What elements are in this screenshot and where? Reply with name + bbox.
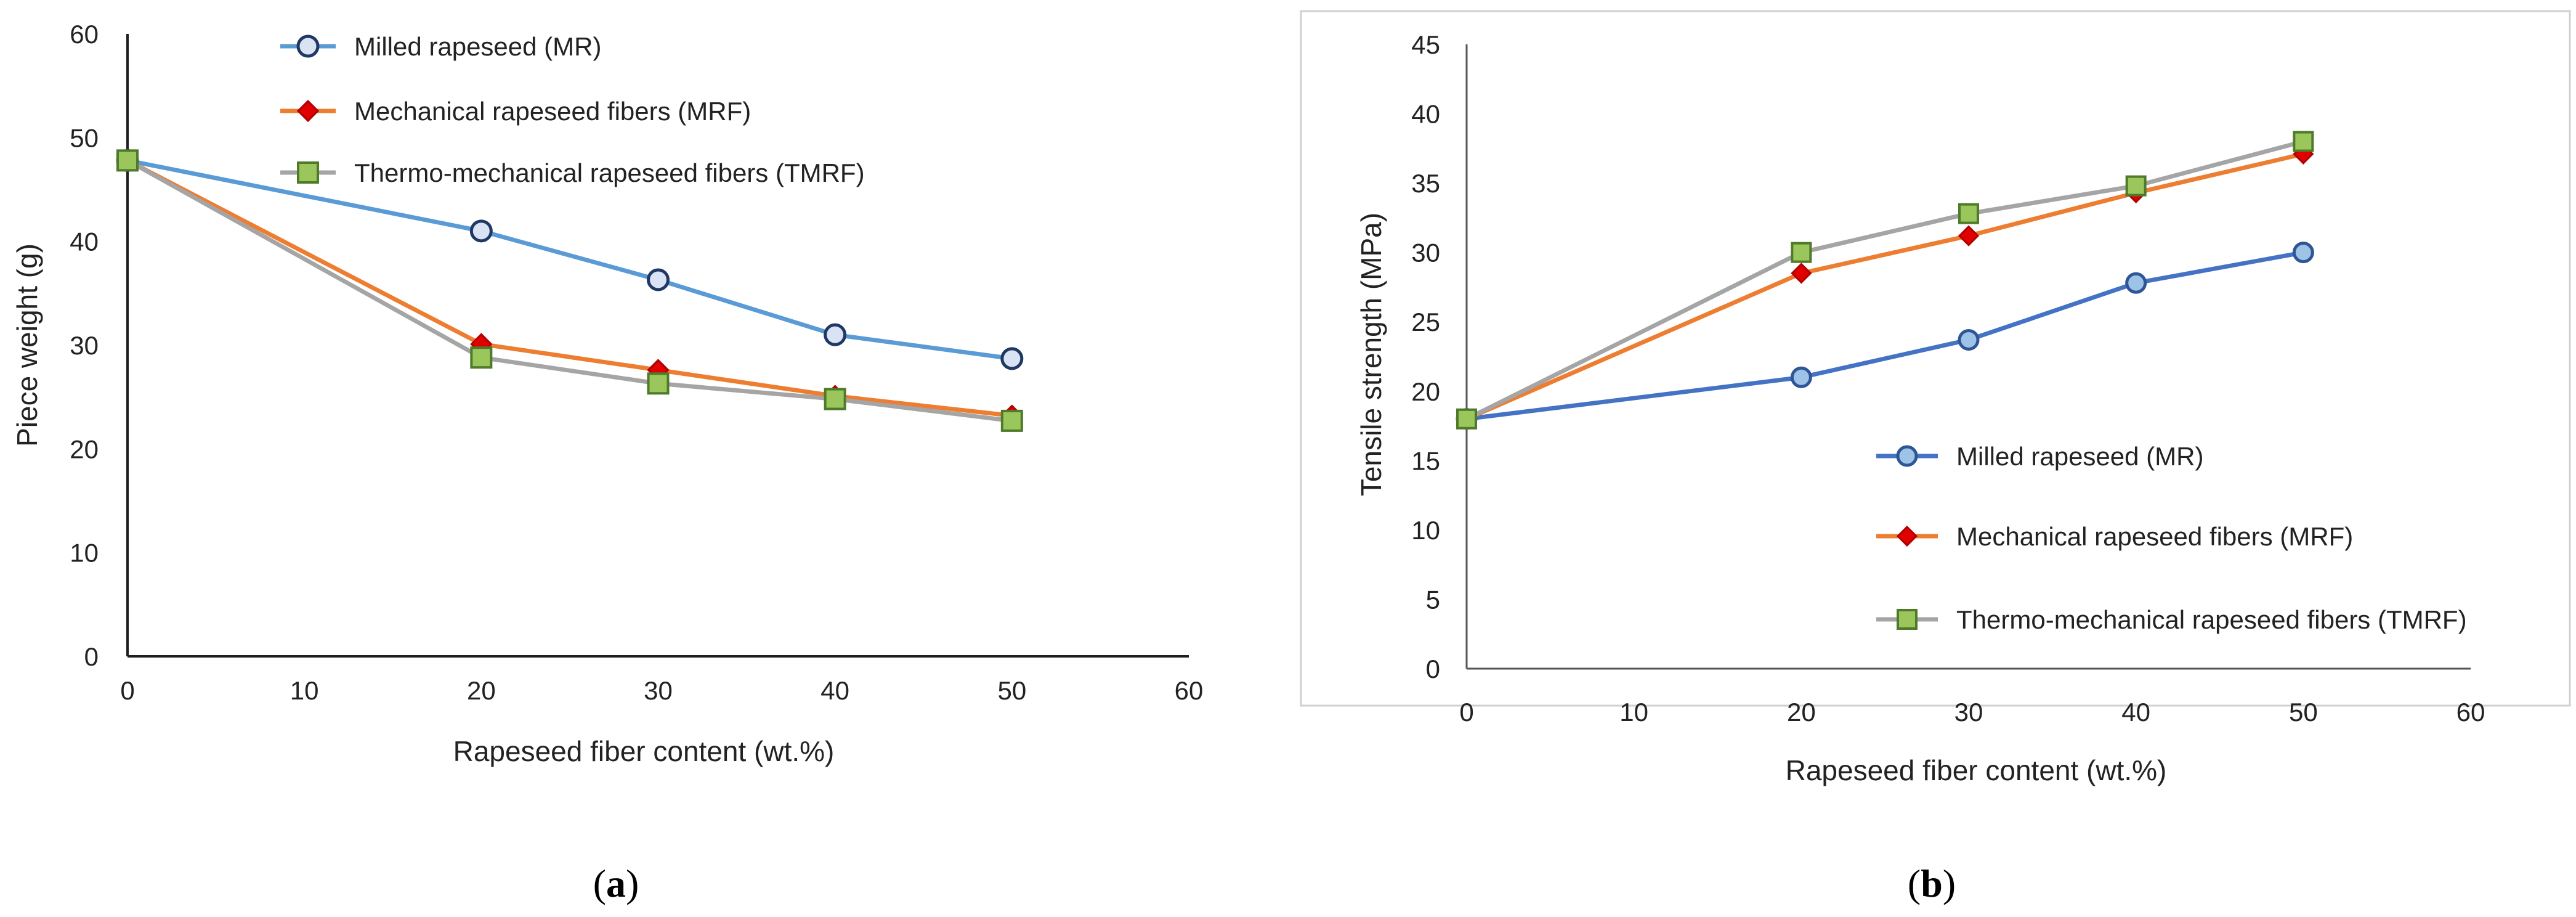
chart-a-y-tick-label: 50 — [70, 123, 99, 152]
chart-b-x-tick-label: 60 — [2457, 698, 2485, 727]
chart-b-x-tick-label: 20 — [1787, 698, 1816, 727]
chart-b-legend-marker-3 — [1897, 609, 1918, 630]
chart-b-svg: 0 10 20 30 40 50 60 0 5 10 15 20 25 30 35 40 45 Milled r… — [1300, 10, 2571, 905]
chart-b-x-tick-label: 10 — [1619, 698, 1648, 727]
chart-a-legend-label-3: Thermo-mechanical rapeseed fibers (TMRF) — [354, 158, 865, 187]
chart-b-legend: Milled rapeseed (MR) Mechanical rapeseed … — [1876, 442, 2467, 634]
chart-b-legend-label-3: Thermo-mechanical rapeseed fibers (TMRF) — [1956, 605, 2467, 634]
chart-a-x-tick-label: 30 — [644, 676, 673, 705]
chart-a-data-point — [470, 346, 493, 369]
chart-a-y-tick-label: 0 — [84, 642, 99, 671]
chart-a-markers — [116, 149, 1024, 432]
chart-b-frame — [1300, 10, 2571, 707]
chart-a-x-tick-label: 20 — [467, 676, 496, 705]
chart-a-y-tick-label: 60 — [70, 20, 99, 49]
chart-a-y-tick-label: 10 — [70, 539, 99, 568]
chart-b-legend-label-1: Milled rapeseed (MR) — [1956, 442, 2203, 471]
chart-a-data-point — [647, 268, 670, 291]
chart-b-x-tick-label: 40 — [2121, 698, 2150, 727]
chart-b-data-point — [1791, 242, 1812, 263]
chart-b-x-axis-title: Rapeseed fiber content (wt.%) — [1786, 754, 2167, 786]
chart-panel-b: 0 10 20 30 40 50 60 0 5 10 15 20 25 30 35 40 45 Milled r… — [1288, 0, 2576, 917]
chart-a-series-line-3 — [126, 158, 1013, 423]
chart-a-data-point — [824, 323, 847, 346]
chart-b-y-tick-label: 10 — [1411, 516, 1440, 545]
chart-b-x-tick-label: 50 — [2289, 698, 2318, 727]
chart-b-x-tick-label: 30 — [1954, 698, 1983, 727]
chart-a-svg: 0 10 20 30 40 50 60 0 10 20 30 40 50 60 Milled rapese… — [11, 20, 1203, 905]
chart-a-data-point — [824, 388, 846, 410]
chart-b-data-point — [1958, 225, 1980, 247]
chart-a-axes: 0 10 20 30 40 50 60 0 10 20 30 40 50 60 — [70, 20, 1203, 705]
chart-b-data-point — [1456, 408, 1477, 430]
chart-a-legend-marker-1 — [296, 35, 320, 58]
chart-a-x-tick-label: 10 — [290, 676, 319, 705]
chart-a-y-tick-label: 40 — [70, 227, 99, 256]
chart-b-axes: 0 10 20 30 40 50 60 0 5 10 15 20 25 30 35 40 45 — [1411, 30, 2485, 727]
chart-b-x-tick-label: 0 — [1459, 698, 1473, 727]
chart-a-legend-marker-2 — [296, 99, 320, 123]
chart-panel-a: 0 10 20 30 40 50 60 0 10 20 30 40 50 60 Milled rapese… — [11, 20, 1203, 905]
chart-a-x-tick-label: 0 — [120, 676, 134, 705]
chart-b-y-tick-label: 40 — [1411, 100, 1440, 129]
chart-b-data-point — [1791, 263, 1812, 284]
chart-a-legend-marker-3 — [297, 161, 319, 184]
chart-a-data-point — [1000, 409, 1023, 432]
chart-b-data-point — [2125, 272, 2147, 294]
chart-b-data-point — [1958, 203, 1979, 224]
chart-b-y-tick-label: 30 — [1411, 238, 1440, 267]
chart-b-y-tick-label: 45 — [1411, 30, 1440, 59]
chart-b-y-tick-label: 35 — [1411, 169, 1440, 198]
chart-a-series-lines — [126, 158, 1013, 423]
chart-a-x-tick-label: 50 — [997, 676, 1026, 705]
chart-b-data-point — [2125, 175, 2147, 197]
chart-b-legend-label-2: Mechanical rapeseed fibers (MRF) — [1956, 522, 2353, 551]
chart-b-y-tick-label: 5 — [1426, 585, 1440, 614]
chart-a-legend: Milled rapeseed (MR) Mechanical rapeseed … — [280, 32, 865, 187]
chart-a-data-point — [469, 219, 493, 243]
chart-a-y-tick-label: 20 — [70, 434, 99, 463]
chart-b-data-point — [2292, 242, 2314, 264]
chart-a-y-tick-label: 30 — [70, 331, 99, 360]
chart-a-x-tick-label: 60 — [1175, 676, 1204, 705]
chart-b-y-tick-label: 15 — [1411, 446, 1440, 475]
chart-b-y-tick-label: 25 — [1411, 308, 1440, 336]
chart-b-data-point — [1958, 328, 1980, 351]
chart-a-series-line-2 — [126, 158, 1013, 418]
chart-a-data-point — [1000, 347, 1024, 370]
chart-b-markers — [1456, 131, 2314, 430]
chart-a-legend-label-1: Milled rapeseed (MR) — [354, 32, 601, 61]
chart-b-y-tick-label: 20 — [1411, 377, 1440, 406]
chart-a-legend-label-2: Mechanical rapeseed fibers (MRF) — [354, 97, 751, 126]
chart-a-x-tick-label: 40 — [820, 676, 849, 705]
chart-b-y-tick-label: 0 — [1426, 654, 1440, 683]
chart-b-data-point — [2293, 131, 2314, 152]
chart-a-y-axis-title: Piece weight (g) — [11, 243, 43, 447]
chart-b-y-axis-title: Tensile strength (MPa) — [1355, 213, 1387, 496]
chart-a-panel-letter: a — [606, 862, 626, 905]
chart-a-panel-label: (a) — [593, 862, 639, 905]
chart-b-data-point — [1790, 366, 1812, 388]
chart-b-panel-letter: b — [1921, 862, 1943, 905]
chart-a-data-point — [647, 372, 670, 395]
chart-a-x-axis-title: Rapeseed fiber content (wt.%) — [453, 735, 835, 767]
chart-a-series-line-1 — [127, 158, 1013, 361]
chart-b-legend-marker-1 — [1896, 445, 1918, 467]
chart-a-data-point — [116, 149, 139, 172]
chart-b-legend-marker-2 — [1896, 525, 1918, 547]
chart-b-panel-label: (b) — [1908, 862, 1956, 905]
